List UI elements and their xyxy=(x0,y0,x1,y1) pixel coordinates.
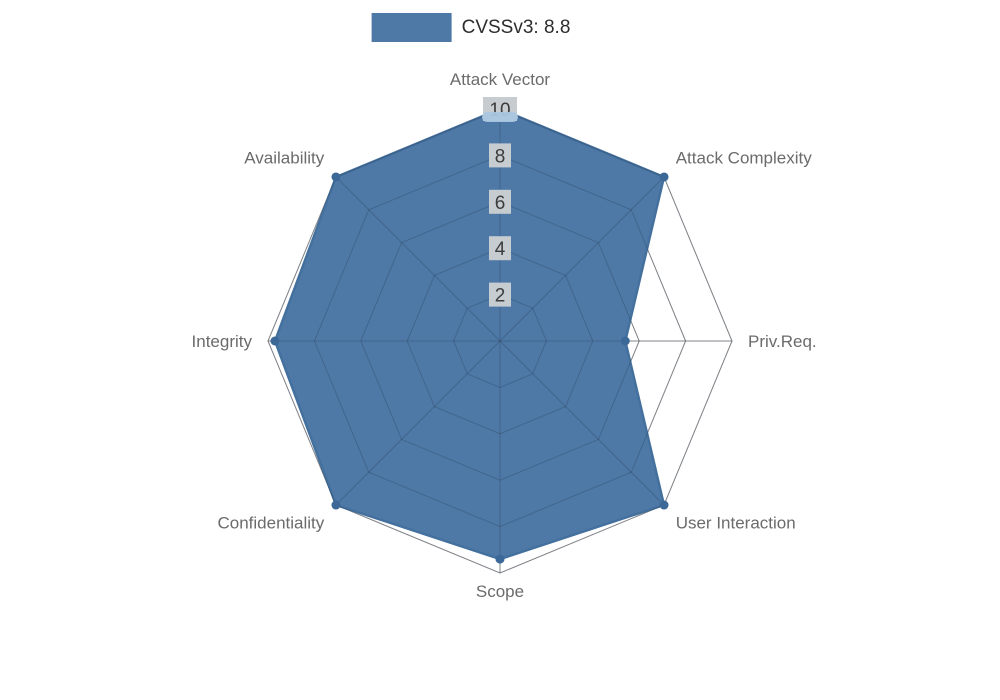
grid-ring-overlay xyxy=(313,154,687,528)
tick-backdrop xyxy=(489,189,511,214)
data-point xyxy=(331,500,341,510)
data-point xyxy=(620,336,630,346)
axis-label-integrity: Integrity xyxy=(192,332,253,351)
axis-label-scope: Scope xyxy=(476,582,524,601)
tick-label: 2 xyxy=(495,286,506,307)
axis-spoke-overlay xyxy=(499,176,665,342)
top-point-highlight xyxy=(482,112,518,122)
grid-ring-overlay xyxy=(267,108,733,574)
axis-label-availability: Availability xyxy=(244,148,325,167)
tick-backdrop xyxy=(489,282,511,307)
chart-legend[interactable]: CVSSv3: 8.8 xyxy=(371,13,571,42)
data-point xyxy=(331,172,341,182)
tick-backdrop xyxy=(489,143,511,168)
axis-label-attack-vector: Attack Vector xyxy=(450,70,550,89)
data-point xyxy=(270,336,280,346)
legend-label: CVSSv3: 8.8 xyxy=(461,16,571,38)
legend-swatch xyxy=(371,13,452,42)
data-point xyxy=(659,172,669,182)
tick-backdrop xyxy=(489,236,511,261)
axis-label-priv-req: Priv.Req. xyxy=(748,332,817,351)
axis-spoke-overlay xyxy=(335,340,501,506)
tick-label: 4 xyxy=(495,239,506,260)
axis-label-confidentiality: Confidentiality xyxy=(218,514,325,533)
tick-label: 6 xyxy=(495,193,506,214)
data-point xyxy=(495,554,505,564)
tick-label: 8 xyxy=(495,146,506,167)
axis-label-attack-complexity: Attack Complexity xyxy=(676,148,813,167)
axis-spoke-overlay xyxy=(499,340,665,506)
grid-ring-overlay xyxy=(406,247,594,435)
data-point xyxy=(659,500,669,510)
axis-spoke-overlay xyxy=(335,176,501,342)
axis-label-user-interaction: User Interaction xyxy=(676,514,796,533)
grid-ring-overlay xyxy=(453,294,547,388)
grid-ring-overlay xyxy=(360,201,640,481)
